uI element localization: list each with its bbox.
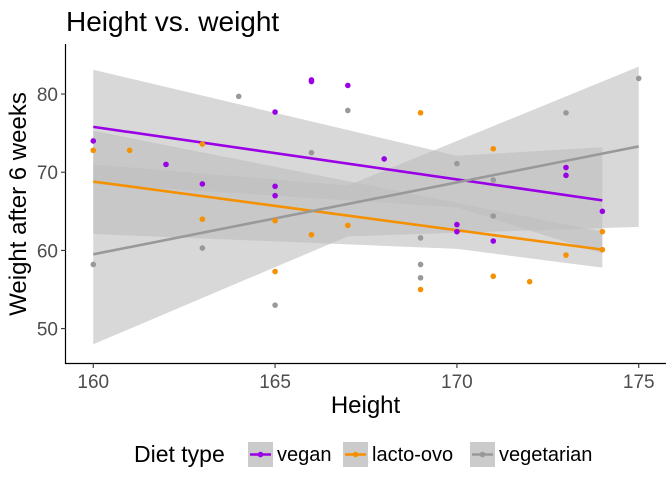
fit-line-vegetarian [93, 145, 639, 256]
confidence-bands [93, 66, 639, 345]
legend: Diet type vegan lacto-ovo vegetarian [134, 441, 592, 467]
data-point-lacto-ovo [526, 278, 533, 285]
legend-item-lacto-ovo: lacto-ovo [343, 442, 453, 467]
data-point-vegetarian [235, 93, 242, 100]
data-point-vegetarian [490, 177, 497, 183]
data-point-vegetarian [90, 261, 97, 268]
data-point-lacto-ovo [90, 147, 97, 154]
y-tick-label: 70 [37, 163, 58, 184]
data-point-vegan [490, 238, 497, 244]
legend-item-vegetarian: vegetarian [470, 442, 592, 467]
legend-dot-vegetarian [479, 451, 486, 458]
data-point-lacto-ovo [490, 145, 497, 152]
data-point-vegetarian [454, 160, 460, 167]
data-point-vegan [454, 221, 460, 228]
y-axis-title: Weight after 6 weeks [5, 92, 32, 316]
data-point-vegan [199, 181, 206, 187]
axes [64, 44, 666, 365]
chart-title: Height vs. weight [66, 6, 279, 37]
legend-label-lacto-ovo: lacto-ovo [372, 444, 453, 466]
x-tick-label: 165 [259, 372, 291, 393]
y-tick-label: 80 [37, 85, 58, 106]
legend-label-vegan: vegan [277, 444, 332, 466]
data-point-vegetarian [635, 75, 642, 82]
fit-line-lacto-ovo [93, 180, 603, 251]
data-point-vegetarian [345, 107, 351, 114]
data-point-vegan [272, 109, 278, 115]
data-point-vegan [563, 164, 569, 171]
x-tick-label: 170 [441, 372, 473, 393]
x-axis-title: Height [331, 392, 401, 419]
data-point-lacto-ovo [417, 286, 424, 293]
data-point-vegan [381, 156, 387, 162]
legend-items: vegan lacto-ovo vegetarian [248, 442, 592, 467]
data-point-vegetarian [490, 213, 497, 219]
data-point-vegetarian [417, 235, 424, 241]
data-point-vegan [308, 78, 315, 85]
confidence-band-vegetarian [93, 66, 639, 345]
data-point-lacto-ovo [308, 231, 315, 238]
data-point-vegetarian [308, 149, 315, 156]
data-point-vegan [599, 208, 606, 215]
fit-lines [93, 125, 639, 256]
data-point-lacto-ovo [599, 228, 606, 235]
data-point-vegetarian [417, 274, 424, 281]
y-tick-label: 50 [37, 320, 58, 341]
data-point-lacto-ovo [345, 222, 351, 229]
data-point-lacto-ovo [490, 273, 497, 280]
data-point-lacto-ovo [199, 216, 206, 222]
data-point-vegan [563, 172, 569, 179]
data-point-vegetarian [563, 110, 569, 116]
data-point-vegan [163, 161, 169, 168]
data-point-vegan [454, 228, 460, 235]
x-tick-label: 175 [623, 372, 655, 393]
data-point-vegetarian [199, 245, 206, 251]
fit-line-vegan [93, 125, 603, 202]
data-point-lacto-ovo [199, 141, 206, 147]
data-point-lacto-ovo [272, 217, 278, 224]
data-point-vegan [345, 82, 351, 89]
data-point-lacto-ovo [272, 268, 278, 275]
legend-label-vegetarian: vegetarian [499, 444, 592, 466]
x-tick-label: 160 [77, 372, 109, 393]
data-point-vegetarian [417, 261, 424, 268]
data-point-lacto-ovo [126, 147, 133, 154]
y-tick-label: 60 [37, 241, 58, 262]
legend-dot-vegan [257, 451, 264, 458]
data-point-lacto-ovo [417, 110, 424, 116]
x-ticks: 160 165 170 175 [77, 363, 655, 393]
data-point-vegan [272, 192, 278, 199]
y-ticks: 50 60 70 80 [37, 85, 66, 341]
legend-dot-lacto-ovo [352, 451, 359, 458]
data-point-vegan [272, 183, 278, 190]
data-points [90, 75, 642, 308]
data-point-lacto-ovo [599, 246, 606, 253]
data-point-lacto-ovo [563, 252, 569, 258]
data-point-vegan [90, 138, 97, 144]
legend-item-vegan: vegan [248, 442, 332, 467]
data-point-vegetarian [272, 302, 278, 308]
legend-title: Diet type [134, 441, 225, 467]
